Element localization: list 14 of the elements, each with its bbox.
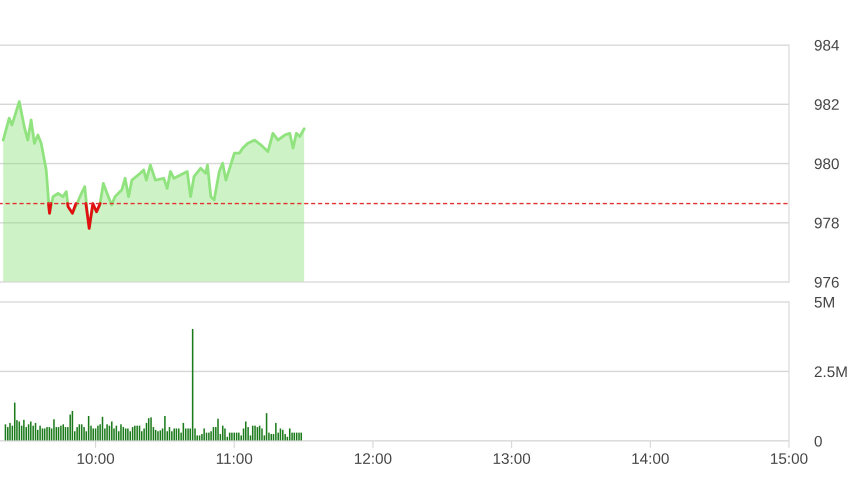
y-tick-label: 976 [814, 276, 839, 288]
x-tick-label: 13:00 [494, 453, 530, 464]
y-tick-label: 980 [814, 158, 839, 170]
y-tick-label: 0 [814, 436, 822, 447]
x-tick-label: 14:00 [632, 453, 669, 464]
x-tick-label: 12:00 [354, 453, 392, 464]
y-tick-label: 978 [814, 218, 839, 228]
y-tick-label: 982 [814, 99, 839, 110]
x-tick-label: 10:00 [78, 453, 114, 464]
y-tick-label: 2.5M [814, 366, 847, 378]
x-tick-label: 15:00 [771, 453, 808, 464]
x-tick-label: 11:00 [216, 453, 252, 464]
y-tick-label: 984 [814, 40, 840, 51]
y-tick-label: 5M [814, 296, 834, 308]
